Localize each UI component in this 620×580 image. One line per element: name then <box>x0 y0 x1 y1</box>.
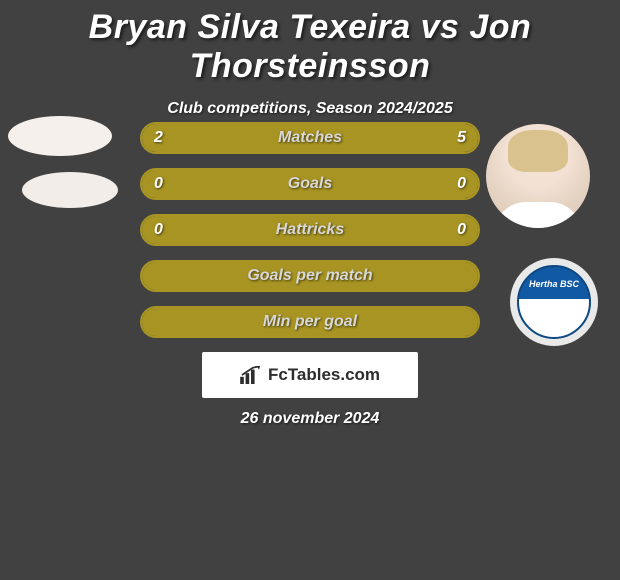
brand-box: FcTables.com <box>202 352 418 398</box>
club-badge-inner: Hertha BSC <box>517 265 591 339</box>
player-left-club-badge <box>22 172 118 208</box>
club-badge-right: Hertha BSC <box>510 258 598 346</box>
brand-text: FcTables.com <box>268 365 380 385</box>
stat-value-left: 0 <box>154 216 163 244</box>
date-text: 26 november 2024 <box>0 410 620 428</box>
stat-label: Matches <box>142 124 478 152</box>
player-left-photo <box>8 116 112 156</box>
stat-value-right: 0 <box>457 170 466 198</box>
stat-label: Goals <box>142 170 478 198</box>
stat-row: Goals0 0 <box>140 168 480 200</box>
chart-icon <box>240 366 262 384</box>
stat-row: Matches2 5 <box>140 122 480 154</box>
stat-label: Goals per match <box>142 262 478 290</box>
page-title: Bryan Silva Texeira vs Jon Thorsteinsson <box>0 0 620 86</box>
stat-value-left: 2 <box>154 124 163 152</box>
club-badge-text: Hertha BSC <box>519 279 589 289</box>
stat-row: Hattricks0 0 <box>140 214 480 246</box>
stat-row: Min per goal <box>140 306 480 338</box>
player-right-photo <box>486 124 590 228</box>
stat-value-left: 0 <box>154 170 163 198</box>
stat-row: Goals per match <box>140 260 480 292</box>
subtitle: Club competitions, Season 2024/2025 <box>0 100 620 118</box>
stat-value-right: 5 <box>457 124 466 152</box>
stats-block: Matches25Goals00Hattricks00Goals per mat… <box>140 122 480 352</box>
stat-value-right: 0 <box>457 216 466 244</box>
stat-label: Min per goal <box>142 308 478 336</box>
stat-label: Hattricks <box>142 216 478 244</box>
